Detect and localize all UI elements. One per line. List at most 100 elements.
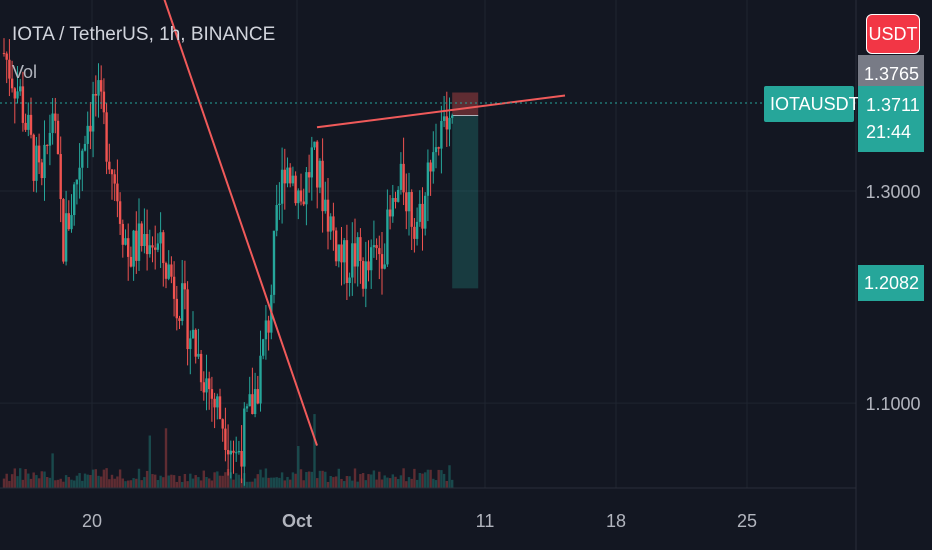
position-tool[interactable] <box>452 92 479 289</box>
candle-body <box>213 398 216 408</box>
volume-bar <box>324 471 327 488</box>
volume-bar <box>326 481 330 488</box>
volume-bar <box>278 477 281 488</box>
candle-body <box>283 169 286 184</box>
target-zone[interactable] <box>452 115 479 289</box>
volume-bar <box>51 453 54 488</box>
candle-body <box>54 113 57 121</box>
downtrend-line[interactable] <box>92 0 318 446</box>
candle-body <box>156 243 160 250</box>
candle-body <box>89 125 92 132</box>
volume-bar <box>129 480 133 488</box>
candle-body <box>51 113 54 133</box>
candle-body <box>70 215 73 230</box>
candle-body <box>159 232 162 244</box>
volume-bar <box>283 480 286 488</box>
volume-bar <box>148 435 151 488</box>
trendlines[interactable] <box>92 0 566 446</box>
volume-bar <box>345 475 349 488</box>
candle-body <box>27 114 30 130</box>
currency-button[interactable]: USDT <box>866 14 920 54</box>
volume-bar <box>299 469 303 488</box>
volume-bar <box>291 472 295 488</box>
volume-bar <box>75 475 79 488</box>
candle-body <box>275 205 278 231</box>
volume-bar <box>410 478 413 488</box>
candle-body <box>35 145 38 181</box>
volume-bar <box>353 468 357 488</box>
candle-body <box>210 389 214 399</box>
candle-body <box>370 247 373 271</box>
candle-body <box>310 147 313 178</box>
candle-body <box>345 240 349 283</box>
volume-bar <box>372 470 376 488</box>
candle-body <box>135 230 138 261</box>
volume-indicator-label[interactable]: Vol <box>12 62 38 82</box>
volume-bar <box>445 480 448 488</box>
volume-bar <box>437 469 440 488</box>
candle-body <box>264 320 268 340</box>
candle-body <box>437 147 440 149</box>
candle-body <box>175 298 178 319</box>
candle-body <box>440 120 443 149</box>
candle-body <box>172 276 176 299</box>
price-tag-lower: 1.2082 <box>858 265 924 301</box>
volume-bar <box>213 472 216 488</box>
candle-body <box>316 141 319 188</box>
candle-body <box>73 184 76 216</box>
candle-body <box>251 394 254 415</box>
candle-body <box>8 59 11 79</box>
volume-bar <box>121 478 124 488</box>
candle-body <box>364 261 367 289</box>
volume-bar <box>286 476 289 488</box>
candle-body <box>154 247 157 250</box>
candle-body <box>386 209 389 265</box>
volume-bar <box>399 475 403 488</box>
candle-body <box>140 223 143 247</box>
volume-bar <box>143 477 146 488</box>
candle-body <box>442 116 446 121</box>
volume-bar <box>264 468 268 488</box>
candle-body <box>245 406 249 409</box>
candle-body <box>145 234 149 255</box>
candle-body <box>194 329 197 357</box>
candle-body <box>361 260 365 289</box>
candle-body <box>129 256 133 267</box>
candle-body <box>113 174 116 184</box>
volume-bar <box>348 476 351 488</box>
resistance-line[interactable] <box>316 94 566 129</box>
candle-body <box>256 389 259 404</box>
candle-body <box>351 243 354 278</box>
volume-bar <box>440 470 443 488</box>
candle-body <box>302 201 305 205</box>
candle-body <box>221 419 224 429</box>
volume-bar <box>359 474 362 488</box>
volume-bar <box>189 473 192 488</box>
volume-bar <box>297 446 300 488</box>
volume-bar <box>13 468 16 488</box>
candle-body <box>378 248 381 255</box>
candle-body <box>448 117 451 130</box>
candle-body <box>56 120 60 155</box>
stop-zone[interactable] <box>452 92 479 116</box>
candle-body <box>151 245 154 248</box>
time-tick-label: 20 <box>82 511 102 531</box>
candle-body <box>259 355 262 404</box>
candle-body <box>124 238 127 245</box>
candle-body <box>148 245 151 255</box>
candle-body <box>226 449 230 455</box>
volume-bar <box>210 480 214 488</box>
volume-bar <box>262 477 265 488</box>
candle-body <box>81 150 84 168</box>
candle-body <box>110 169 114 175</box>
candle-body <box>399 163 403 190</box>
volume-bar <box>154 474 157 488</box>
volume-bar <box>218 475 222 488</box>
volume-bar <box>175 481 178 488</box>
volume-bar <box>183 474 187 488</box>
candle-body <box>19 86 22 92</box>
volume-bar <box>407 477 411 488</box>
volume-bar <box>221 475 224 488</box>
candle-body <box>29 114 33 135</box>
